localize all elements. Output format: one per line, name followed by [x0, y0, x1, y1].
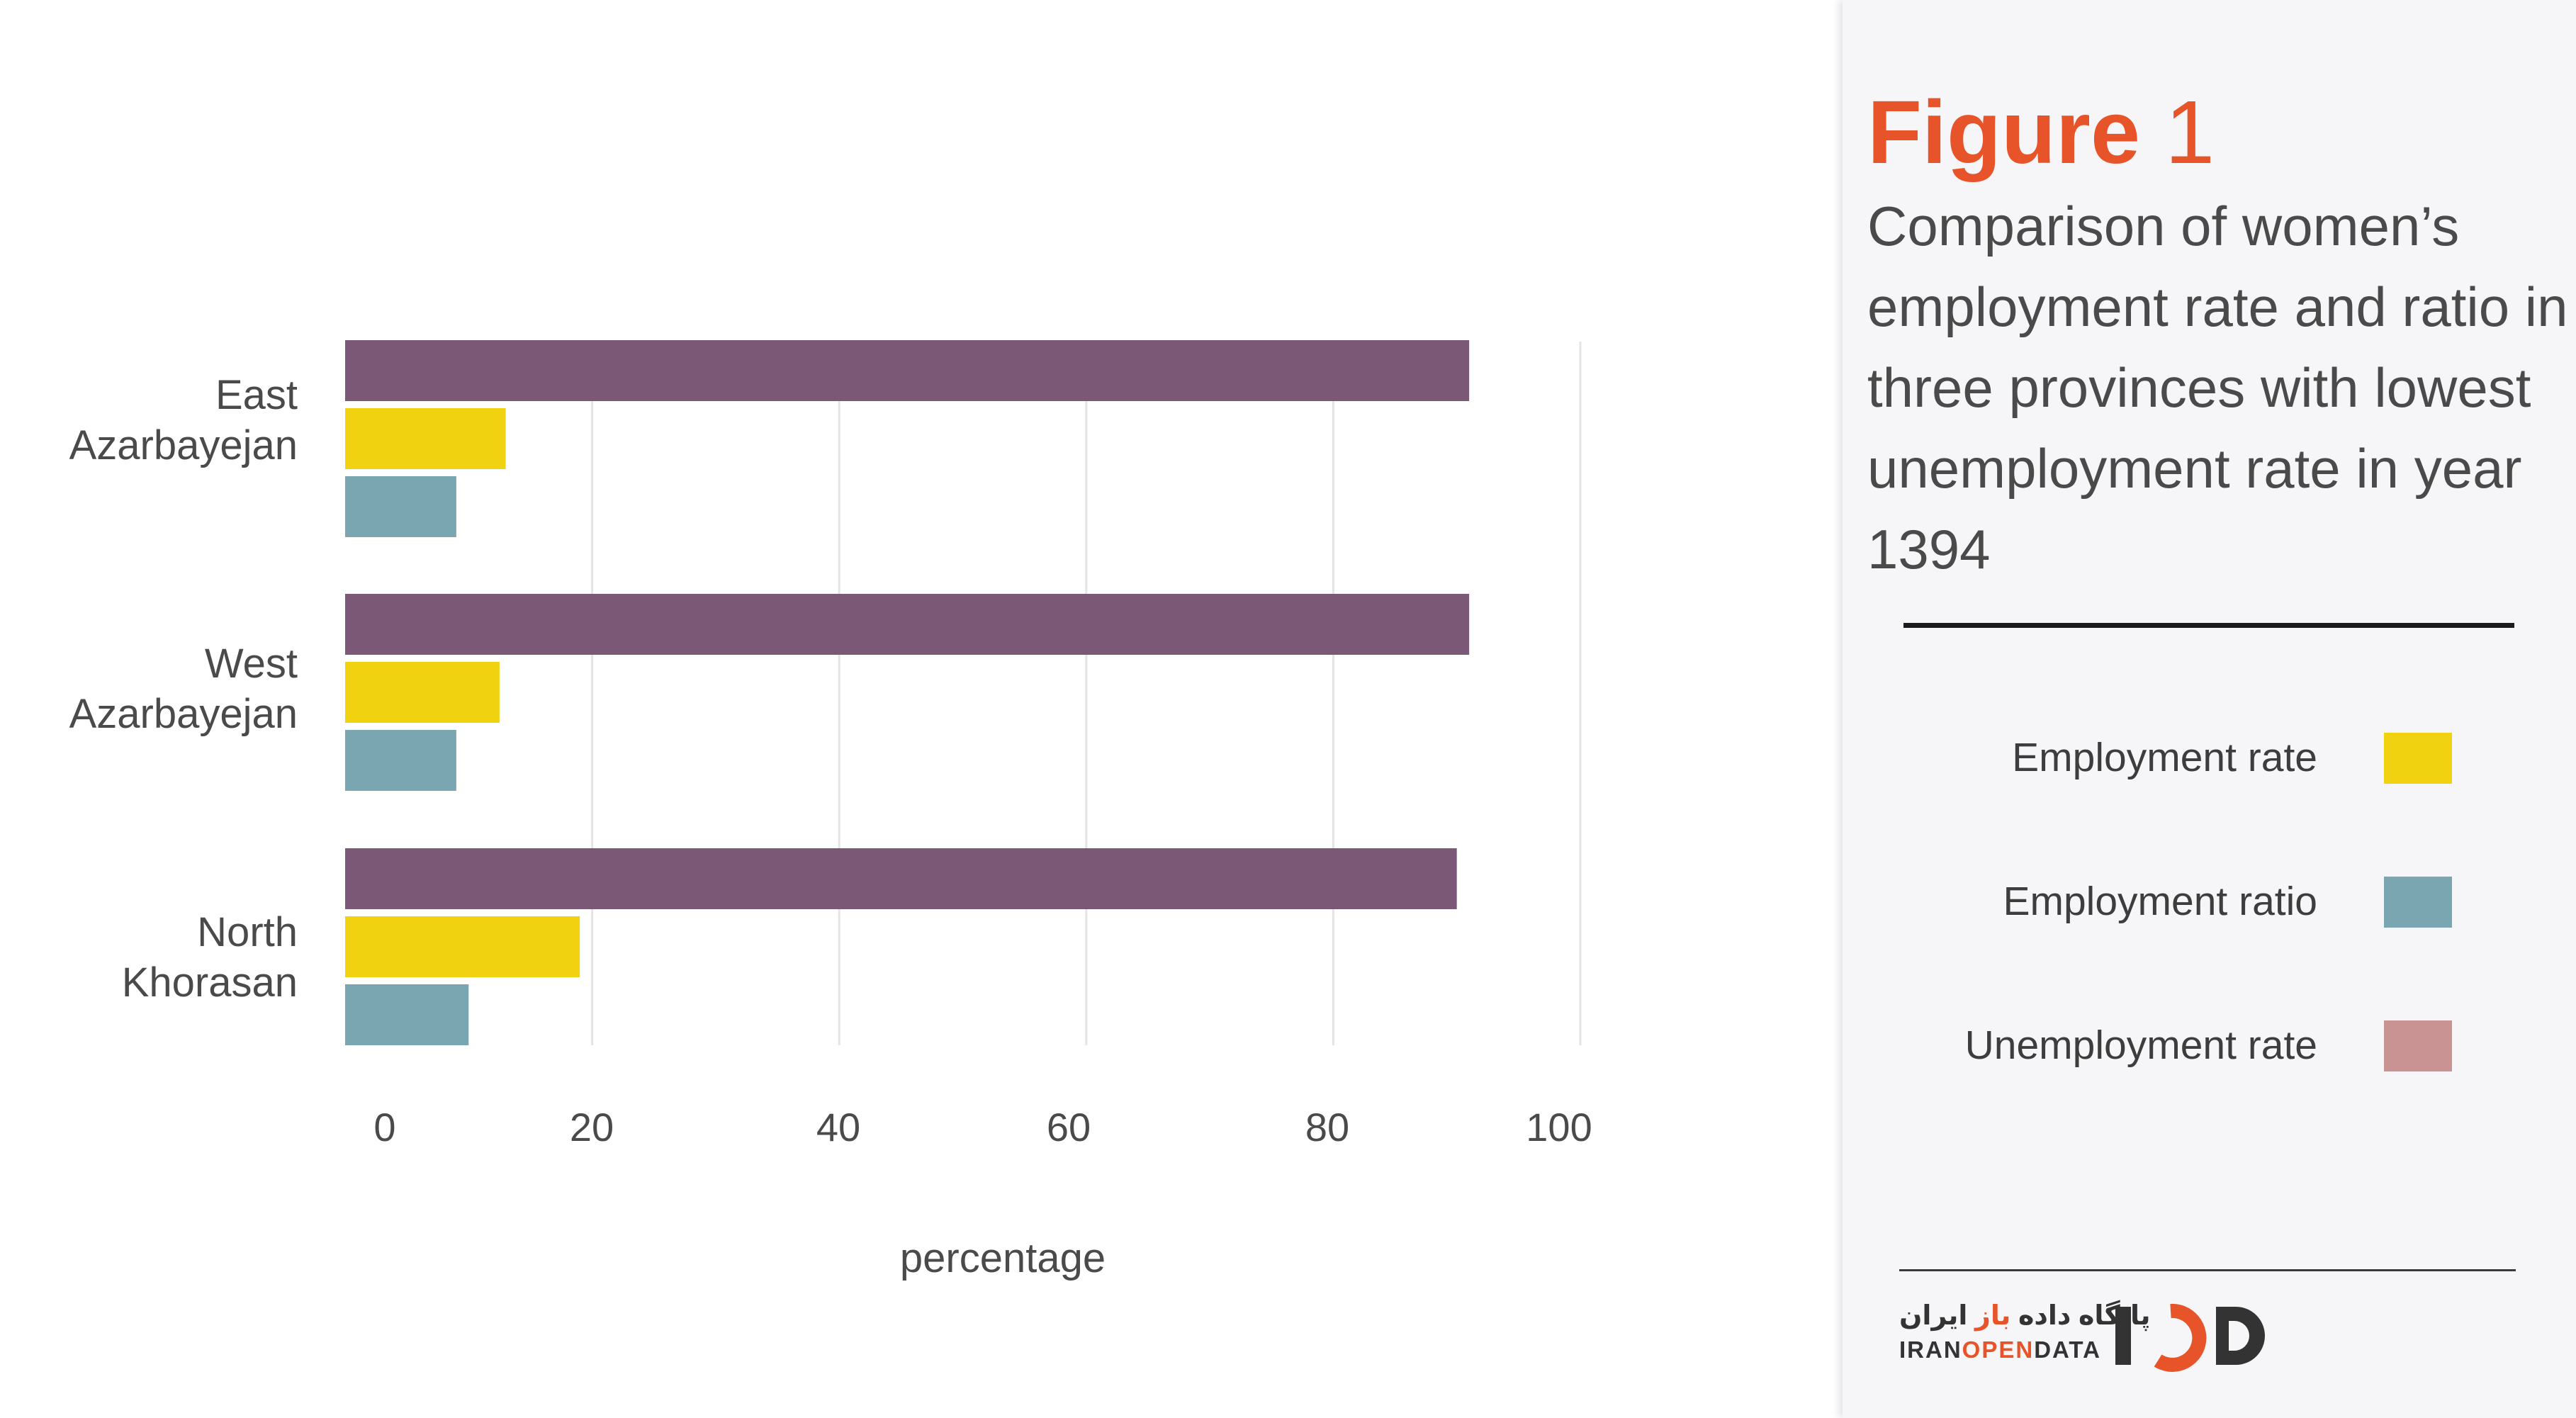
logo-english-text: IRANOPENDATA [1899, 1337, 2101, 1363]
bars [345, 340, 1470, 1045]
x-axis-label: percentage [900, 1235, 1106, 1281]
x-tick-label: 0 [373, 1105, 395, 1149]
legend-swatch [2384, 733, 2452, 784]
bar [345, 340, 1470, 401]
iod-logo: پایگاه داده باز ایران IRANOPENDATA [1899, 1297, 2324, 1382]
x-tick-labels: 0 20 40 60 80 100 [373, 1105, 1592, 1149]
legend-item-unemployment-rate: Unemployment rate [1843, 1016, 2576, 1073]
legend-swatch [2384, 1020, 2452, 1071]
legend-item-employment-ratio: Employment ratio [1843, 872, 2576, 929]
category-label: North Khorasan [122, 909, 298, 1006]
figure-subtitle: Comparison of women’s employment rate an… [1867, 195, 2568, 580]
bar-chart: East Azarbayejan West Azarbayejan North Khora… [69, 340, 1592, 1281]
figure-word: Figure [1867, 82, 2141, 182]
bar [345, 916, 580, 977]
legend-swatch [2384, 877, 2452, 928]
legend-label: Employment ratio [2003, 879, 2317, 924]
x-tick-label: 40 [816, 1105, 860, 1149]
x-tick-label: 20 [570, 1105, 614, 1149]
legend-label: Unemployment rate [1964, 1023, 2317, 1068]
iod-mark-icon [2115, 1303, 2265, 1372]
bar [345, 476, 456, 537]
bar [345, 848, 1457, 909]
bar [345, 730, 456, 791]
figure-title: Figure 1 [1867, 79, 2215, 186]
logo-persian-text: پایگاه داده باز ایران [1899, 1301, 2151, 1331]
legend-item-employment-rate: Employment rate [1843, 728, 2576, 785]
x-tick-label: 60 [1047, 1105, 1091, 1149]
legend-label: Employment rate [2012, 735, 2317, 780]
bar [345, 408, 506, 469]
x-tick-label: 100 [1526, 1105, 1592, 1149]
category-labels: East Azarbayejan West Azarbayejan North Khora… [69, 372, 298, 1006]
bar [345, 594, 1470, 655]
divider [1899, 1269, 2516, 1271]
x-tick-label: 80 [1305, 1105, 1349, 1149]
gridlines [591, 342, 1582, 1045]
caption-panel: Figure 1 Comparison of women’s employmen… [1843, 0, 2576, 1418]
bar [345, 984, 469, 1045]
bar [345, 662, 500, 723]
divider [1903, 623, 2514, 628]
figure-number: 1 [2165, 82, 2215, 182]
category-label: East Azarbayejan [69, 372, 298, 468]
category-label: West Azarbayejan [69, 641, 298, 737]
